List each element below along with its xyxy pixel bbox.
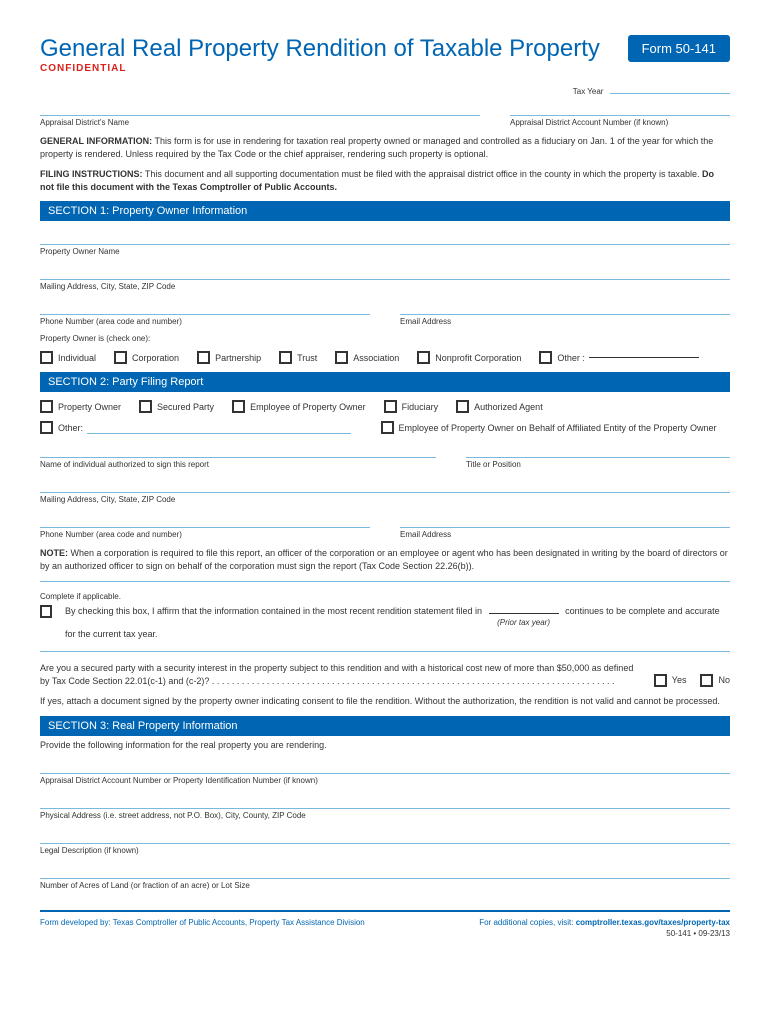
email2-input[interactable]	[400, 514, 730, 528]
checkbox-partnership[interactable]	[197, 351, 210, 364]
checkbox-no[interactable]	[700, 674, 713, 687]
footer-sub: 50-141 • 09-23/13	[479, 929, 730, 938]
phone-input[interactable]	[40, 301, 370, 315]
mailing-label: Mailing Address, City, State, ZIP Code	[40, 282, 730, 291]
section1-header: SECTION 1: Property Owner Information	[40, 201, 730, 221]
other-input-s1[interactable]	[589, 357, 699, 358]
auth-name-label: Name of individual authorized to sign th…	[40, 460, 436, 469]
footer-left: Form developed by: Texas Comptroller of …	[40, 918, 365, 938]
checkbox-association[interactable]	[335, 351, 348, 364]
owner-name-input[interactable]	[40, 231, 730, 245]
email-input[interactable]	[400, 301, 730, 315]
checkbox-fiduciary[interactable]	[384, 400, 397, 413]
email-label: Email Address	[400, 317, 730, 326]
account-number-label: Appraisal District Account Number (if kn…	[510, 118, 730, 127]
other-label-s2: Other:	[58, 423, 83, 433]
checkbox-yes[interactable]	[654, 674, 667, 687]
acct-input[interactable]	[40, 760, 730, 774]
form-badge: Form 50-141	[628, 35, 730, 62]
tax-year-input[interactable]	[610, 93, 730, 94]
phone2-input[interactable]	[40, 514, 370, 528]
district-name-label: Appraisal District's Name	[40, 118, 480, 127]
owner-is-label: Property Owner is (check one):	[40, 334, 730, 343]
physical-input[interactable]	[40, 795, 730, 809]
phone2-label: Phone Number (area code and number)	[40, 530, 370, 539]
district-name-input[interactable]	[40, 102, 480, 116]
complete-heading: Complete if applicable.	[40, 592, 730, 601]
footer-link[interactable]: comptroller.texas.gov/taxes/property-tax	[576, 918, 730, 927]
title-position-input[interactable]	[466, 444, 730, 458]
affirm-text: By checking this box, I affirm that the …	[65, 605, 730, 641]
secured-question: Are you a secured party with a security …	[40, 662, 654, 687]
footer-right-prefix: For additional copies, visit:	[479, 918, 573, 927]
checkbox-employee[interactable]	[232, 400, 245, 413]
account-number-input[interactable]	[510, 102, 730, 116]
prior-tax-year-input[interactable]	[489, 613, 559, 614]
page-title: General Real Property Rendition of Taxab…	[40, 35, 600, 63]
auth-name-input[interactable]	[40, 444, 436, 458]
affiliated-label: Employee of Property Owner on Behalf of …	[399, 423, 717, 433]
other-input-s2[interactable]	[87, 422, 350, 434]
checkbox-trust[interactable]	[279, 351, 292, 364]
legal-input[interactable]	[40, 830, 730, 844]
email2-label: Email Address	[400, 530, 730, 539]
checkbox-authorized-agent[interactable]	[456, 400, 469, 413]
checkbox-individual[interactable]	[40, 351, 53, 364]
checkbox-affiliated[interactable]	[381, 421, 394, 434]
tax-year-label: Tax Year	[573, 87, 604, 96]
acct-label: Appraisal District Account Number or Pro…	[40, 776, 730, 785]
section2-header: SECTION 2: Party Filing Report	[40, 372, 730, 392]
section3-intro: Provide the following information for th…	[40, 740, 730, 750]
note-block: NOTE: When a corporation is required to …	[40, 547, 730, 572]
filing-instructions: FILING INSTRUCTIONS: This document and a…	[40, 168, 730, 193]
checkbox-corporation[interactable]	[114, 351, 127, 364]
mailing-input[interactable]	[40, 266, 730, 280]
physical-label: Physical Address (i.e. street address, n…	[40, 811, 730, 820]
ifyes-text: If yes, attach a document signed by the …	[40, 695, 730, 708]
checkbox-other-s2[interactable]	[40, 421, 53, 434]
title-position-label: Title or Position	[466, 460, 730, 469]
acres-label: Number of Acres of Land (or fraction of …	[40, 881, 730, 890]
checkbox-property-owner[interactable]	[40, 400, 53, 413]
checkbox-affirm[interactable]	[40, 605, 52, 618]
checkbox-nonprofit[interactable]	[417, 351, 430, 364]
acres-input[interactable]	[40, 865, 730, 879]
confidential-label: CONFIDENTIAL	[40, 63, 600, 74]
section3-header: SECTION 3: Real Property Information	[40, 716, 730, 736]
owner-name-label: Property Owner Name	[40, 247, 730, 256]
mailing2-label: Mailing Address, City, State, ZIP Code	[40, 495, 730, 504]
general-info: GENERAL INFORMATION: This form is for us…	[40, 135, 730, 160]
checkbox-secured-party[interactable]	[139, 400, 152, 413]
checkbox-other-s1[interactable]	[539, 351, 552, 364]
legal-label: Legal Description (if known)	[40, 846, 730, 855]
mailing2-input[interactable]	[40, 479, 730, 493]
phone-label: Phone Number (area code and number)	[40, 317, 370, 326]
